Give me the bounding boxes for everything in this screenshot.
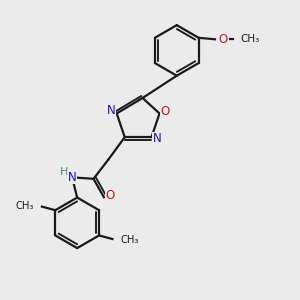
Text: O: O [106,189,115,202]
Text: N: N [106,104,115,117]
Text: H: H [60,167,68,177]
Text: O: O [161,105,170,118]
Text: CH₃: CH₃ [15,201,34,211]
Text: N: N [153,132,162,145]
Text: N: N [68,171,76,184]
Text: CH₃: CH₃ [121,235,139,244]
Text: O: O [219,33,228,46]
Text: CH₃: CH₃ [240,34,259,44]
